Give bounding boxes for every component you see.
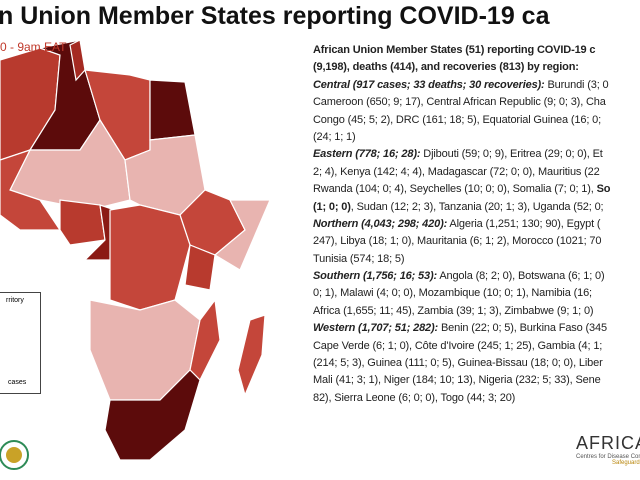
legend-text: rritory [6,297,24,304]
africa-map [0,39,271,470]
region-text: Rwanda (104; 0; 4), Seychelles (10; 0; 0… [313,183,597,196]
region-line: 82), Sierra Leone (6; 0; 0), Togo (44; 3… [313,390,640,407]
region-label: Western (1,707; 51; 282): [313,322,439,335]
region-text: 247), Libya (18; 1; 0), Mauritania (6; 1… [313,235,602,248]
region-text: Cape Verde (6; 1; 0), Côte d'Ivoire (245… [313,339,603,352]
region-text: Angola (8; 2; 0), Botswana (6; 1; 0) [437,270,605,283]
title: n Union Member States reporting COVID-19… [0,2,550,30]
logo-tagline: Centres for Disease Con [576,454,640,460]
au-emblem [0,440,29,470]
region-line: Tunisia (574; 18; 5) [313,251,640,268]
region-text: Djibouti (59; 0; 9), Eritrea (29; 0; 0),… [420,148,603,161]
region-west-coast [0,148,62,231]
region-text: 0; 1), Malawi (4; 0; 0), Mozambique (10;… [313,287,592,300]
region-text: So [596,183,611,196]
country-egypt [149,79,196,141]
region-line: Rwanda (104; 0; 4), Seychelles (10; 0; 0… [313,181,640,198]
region-label: Eastern (778; 16; 28): [313,148,421,161]
region-label: Southern (1,756; 16; 53): [313,270,438,283]
region-line: (1; 0; 0), Sudan (12; 2; 3), Tanzania (2… [313,199,640,216]
country-somalia [213,199,271,271]
region-line: Northern (4,043; 298; 420): Algeria (1,2… [313,216,640,233]
text-panel: African Union Member States (51) reporti… [313,42,640,407]
region-text: , Sudan (12; 2; 3), Tanzania (20; 1; 3),… [350,200,604,213]
region-label: Northern (4,043; 298; 420): [313,217,448,230]
region-line: Cape Verde (6; 1; 0), Côte d'Ivoire (245… [313,338,640,355]
africa-cdc-logo: AFRICA Centres for Disease Con Safeguard [576,433,640,466]
region-line: Central (917 cases; 33 deaths; 30 recove… [313,77,640,94]
region-text: Mali (41; 3; 1), Niger (184; 10; 13), Ni… [313,374,601,387]
region-line: Southern (1,756; 16; 53): Angola (8; 2; … [313,268,640,285]
region-line: 0; 1), Malawi (4; 0; 0), Mozambique (10;… [313,285,640,302]
country-kenya [184,244,216,291]
region-line: Africa (1,655; 11; 45), Zambia (39; 1; 3… [313,303,640,320]
logo-motto: Safeguard [612,460,640,466]
region-text: (214; 5; 3), Guinea (111; 0; 5), Guinea-… [313,357,603,370]
region-text: Congo (45; 5; 2), DRC (161; 18; 5), Equa… [313,113,602,126]
country-mozambique [189,298,221,382]
logo-name: AFRICA [576,433,640,453]
region-line: Western (1,707; 51; 282): Benin (22; 0; … [313,320,640,337]
region-text: Benin (22; 0; 5), Burkina Faso (345 [438,322,607,335]
region-text: Tunisia (574; 18; 5) [313,252,405,265]
subtitle: 0 - 9am EAT [0,40,67,54]
region-line: 247), Libya (18; 1; 0), Mauritania (6; 1… [313,233,640,250]
region-text: Burundi (3; 0 [544,78,609,91]
region-line: 2; 4), Kenya (142; 4; 4), Madagascar (72… [313,164,640,181]
region-text: 82), Sierra Leone (6; 0; 0), Togo (44; 3… [313,391,516,404]
region-label: Central (917 cases; 33 deaths; 30 recove… [313,78,545,91]
region-text: Cameroon (650; 9; 17), Central African R… [313,96,606,109]
summary-line: African Union Member States (51) reporti… [313,44,596,56]
legend-text: cases [8,379,27,386]
country-madagascar [237,314,266,397]
summary-line: (9,198), deaths (414), and recoveries (8… [313,61,579,74]
region-line: Eastern (778; 16; 28): Djibouti (59; 0; … [313,146,640,163]
region-text: Africa (1,655; 11; 45), Zambia (39; 1; 3… [313,304,594,317]
region-line: (24; 1; 1) [313,129,640,146]
region-text: (24; 1; 1) [313,130,356,143]
region-text: Algeria (1,251; 130; 90), Egypt ( [447,217,601,230]
region-line: Mali (41; 3; 1), Niger (184; 10; 13), Ni… [313,372,640,389]
region-central [109,204,191,311]
legend: rritory cases [0,292,41,394]
region-line: Congo (45; 5; 2), DRC (161; 18; 5), Equa… [313,112,640,129]
region-text: (1; 0; 0) [313,200,351,213]
region-text: 2; 4), Kenya (142; 4; 4), Madagascar (72… [313,165,600,178]
region-line: Cameroon (650; 9; 17), Central African R… [313,94,640,111]
region-line: (214; 5; 3), Guinea (111; 0; 5), Guinea-… [313,355,640,372]
country-nigeria [59,199,106,246]
country-south-africa [104,369,201,461]
